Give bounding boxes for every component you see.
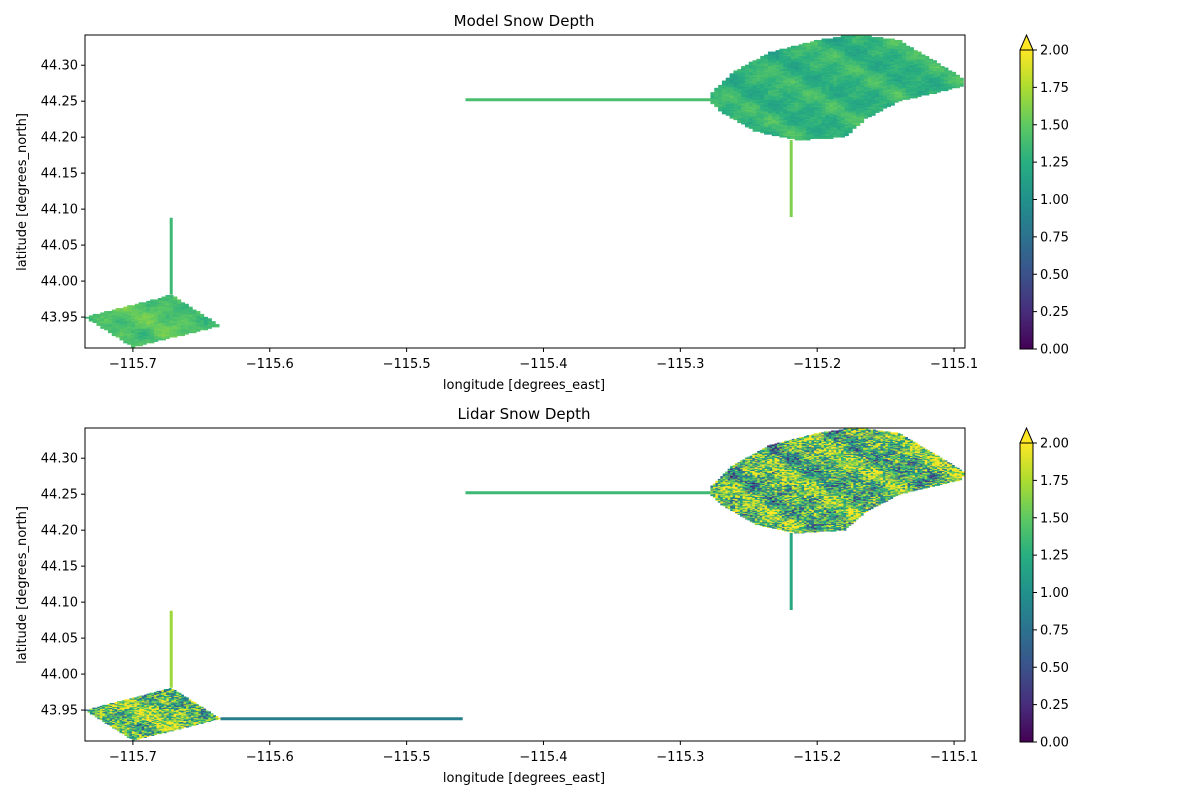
snow-depth-region bbox=[710, 428, 965, 534]
chart-title: Lidar Snow Depth bbox=[457, 405, 590, 423]
x-tick-label: −115.6 bbox=[246, 750, 294, 765]
chart-title: Model Snow Depth bbox=[454, 12, 595, 30]
panel-lidar-snow-depth: Lidar Snow Depth −115.7 −115.6 −115.5 −115.… bbox=[15, 405, 1069, 786]
y-tick-label: 43.95 bbox=[41, 311, 78, 326]
colorbar-tick-label: 1.25 bbox=[1040, 156, 1069, 171]
x-tick-label: −115.3 bbox=[656, 357, 704, 372]
colorbar-tick-label: 1.75 bbox=[1040, 474, 1069, 489]
y-axis-label: latitude [degrees_north] bbox=[15, 113, 30, 271]
x-tick-label: −115.3 bbox=[656, 750, 704, 765]
y-tick-label: 44.20 bbox=[41, 131, 78, 146]
colorbar-tick-label: 0.50 bbox=[1040, 268, 1069, 283]
y-tick-label: 44.25 bbox=[41, 95, 78, 110]
x-tick-label: −115.6 bbox=[246, 357, 294, 372]
x-tick-label: −115.1 bbox=[930, 357, 978, 372]
y-tick-label: 44.25 bbox=[41, 488, 78, 503]
colorbar-tick-label: 2.00 bbox=[1040, 44, 1069, 59]
x-tick-label: −115.7 bbox=[109, 357, 157, 372]
plot-area: −115.7 −115.6 −115.5 −115.4 −115.3 −115.2 −115… bbox=[41, 34, 978, 372]
colorbar-tick-label: 0.00 bbox=[1040, 343, 1069, 358]
colorbar-tick-label: 1.50 bbox=[1040, 118, 1069, 133]
y-tick-label: 44.10 bbox=[41, 596, 78, 611]
colorbar-tick-label: 1.75 bbox=[1040, 81, 1069, 96]
plot-frame bbox=[84, 34, 966, 349]
colorbar-tick-label: 1.25 bbox=[1040, 549, 1069, 564]
x-tick-label: −115.5 bbox=[383, 750, 431, 765]
colorbar-tick-label: 0.25 bbox=[1040, 698, 1069, 713]
colorbar-extend-arrow bbox=[1019, 33, 1034, 51]
x-tick-label: −115.4 bbox=[519, 357, 567, 372]
y-tick-label: 44.05 bbox=[41, 239, 78, 254]
colorbar-tick-label: 0.50 bbox=[1040, 661, 1069, 676]
x-tick-label: −115.2 bbox=[793, 357, 841, 372]
colorbar-tick-label: 1.50 bbox=[1040, 511, 1069, 526]
y-tick-label: 44.10 bbox=[41, 203, 78, 218]
colorbar-tick-label: 0.75 bbox=[1040, 230, 1069, 245]
colorbar: 0.00 0.25 0.50 0.75 1.00 1.25 1.50 1.75 2.00 bbox=[1019, 33, 1069, 358]
colorbar-tick-label: 0.00 bbox=[1040, 736, 1069, 751]
y-tick-label: 44.00 bbox=[41, 275, 78, 290]
colorbar-tick-label: 1.00 bbox=[1040, 586, 1069, 601]
y-tick-label: 43.95 bbox=[41, 704, 78, 719]
x-tick-label: −115.5 bbox=[383, 357, 431, 372]
y-tick-label: 44.30 bbox=[41, 59, 78, 74]
colorbar-gradient bbox=[1020, 443, 1033, 742]
x-tick-label: −115.7 bbox=[109, 750, 157, 765]
colorbar-tick-label: 0.75 bbox=[1040, 623, 1069, 638]
snow-depth-region bbox=[710, 35, 964, 141]
y-tick-label: 44.15 bbox=[41, 560, 78, 575]
colorbar-tick-label: 1.00 bbox=[1040, 193, 1069, 208]
x-axis-label: longitude [degrees_east] bbox=[443, 378, 605, 393]
y-axis-label: latitude [degrees_north] bbox=[15, 506, 30, 664]
colorbar-tick-label: 0.25 bbox=[1040, 305, 1069, 320]
colorbar-tick-label: 2.00 bbox=[1040, 437, 1069, 452]
plot-frame bbox=[84, 427, 966, 742]
y-tick-label: 44.15 bbox=[41, 167, 78, 182]
x-tick-label: −115.2 bbox=[793, 750, 841, 765]
y-tick-label: 44.20 bbox=[41, 524, 78, 539]
colorbar-gradient bbox=[1020, 50, 1033, 349]
y-tick-label: 44.00 bbox=[41, 668, 78, 683]
y-tick-label: 44.30 bbox=[41, 452, 78, 467]
panel-model-snow-depth: Model Snow Depth −115.7 −115.6 −115.5 −115.… bbox=[15, 12, 1069, 393]
plot-area: −115.7 −115.6 −115.5 −115.4 −115.3 −115.2 −115… bbox=[41, 427, 978, 765]
y-tick-label: 44.05 bbox=[41, 632, 78, 647]
x-tick-label: −115.1 bbox=[930, 750, 978, 765]
snow-depth-region bbox=[85, 688, 221, 741]
colorbar: 0.00 0.25 0.50 0.75 1.00 1.25 1.50 1.75 2.00 bbox=[1019, 426, 1069, 751]
x-tick-label: −115.4 bbox=[519, 750, 567, 765]
x-axis-label: longitude [degrees_east] bbox=[443, 771, 605, 786]
colorbar-extend-arrow bbox=[1019, 426, 1034, 444]
snow-depth-region bbox=[85, 295, 220, 348]
